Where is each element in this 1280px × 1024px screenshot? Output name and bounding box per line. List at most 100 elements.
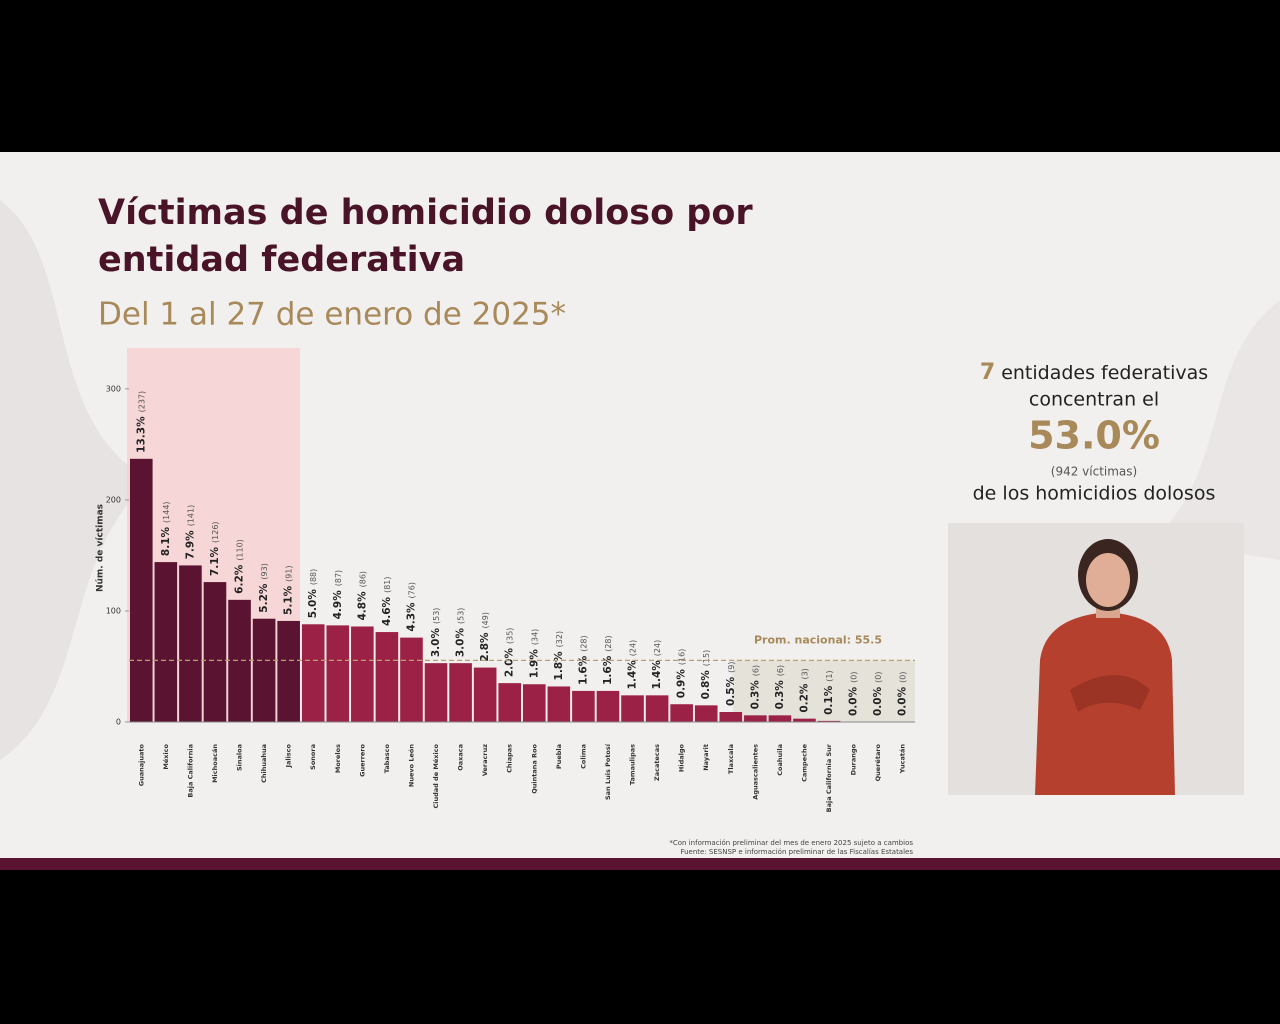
count-label: (53)	[456, 608, 465, 624]
x-tick-label: Tabasco	[383, 743, 391, 773]
x-tick-label: Campeche	[800, 743, 808, 781]
x-tick-label: Guerrero	[358, 743, 366, 776]
data-label: 1.4% (24)	[651, 640, 663, 690]
share-label: 2.0%	[504, 648, 516, 678]
data-label: 2.0% (35)	[504, 628, 516, 678]
bar	[572, 690, 595, 722]
count-label: (28)	[579, 635, 588, 651]
x-tick-label: Chihuahua	[260, 744, 268, 783]
x-tick-label: Michoacán	[211, 744, 219, 783]
share-label: 0.9%	[676, 669, 688, 699]
share-label: 1.6%	[602, 655, 614, 685]
count-label: (34)	[530, 629, 539, 645]
data-label: 1.6% (28)	[602, 635, 614, 685]
share-label: 4.3%	[405, 602, 417, 632]
footnote: *Con información preliminar del mes de e…	[669, 839, 913, 847]
share-label: 0.2%	[798, 683, 810, 713]
bar	[596, 690, 620, 722]
data-label: 3.0% (53)	[455, 608, 467, 658]
share-label: 1.6%	[577, 655, 589, 685]
x-tick-label: Guanajuato	[137, 743, 145, 786]
bar	[547, 686, 571, 722]
share-label: 1.8%	[553, 651, 565, 681]
count-label: (24)	[628, 640, 637, 656]
count-label: (15)	[702, 650, 711, 666]
bar	[277, 620, 300, 722]
share-label: 5.1%	[283, 585, 295, 615]
data-label: 0.0% (0)	[872, 672, 884, 716]
bar	[670, 704, 693, 722]
data-label: 0.1% (1)	[823, 670, 835, 714]
x-tick-label: Veracruz	[481, 744, 489, 776]
bar	[621, 695, 644, 722]
share-label: 0.5%	[725, 676, 737, 706]
count-label: (237)	[137, 391, 146, 413]
data-label: 1.4% (24)	[627, 640, 639, 690]
x-tick-label: Puebla	[555, 744, 563, 769]
data-label: 0.0% (0)	[848, 672, 860, 716]
data-label: 2.8% (49)	[479, 612, 491, 662]
count-label: (86)	[358, 571, 367, 587]
bar	[473, 667, 497, 722]
data-label: 4.8% (86)	[356, 571, 368, 621]
count-label: (144)	[161, 501, 170, 523]
x-tick-label: Sonora	[309, 744, 317, 770]
data-label: 7.9% (141)	[184, 505, 196, 560]
count-label: (32)	[554, 631, 563, 647]
x-tick-label: Tlaxcala	[727, 744, 735, 774]
x-tick-label: Yucatán	[899, 744, 907, 775]
sidebar-line: entidades federativas	[1001, 362, 1208, 384]
data-label: 1.8% (32)	[553, 631, 565, 681]
y-tick-label: 100	[106, 606, 121, 615]
sidebar-count: 7	[980, 360, 995, 385]
bar	[768, 715, 792, 722]
count-label: (76)	[407, 582, 416, 598]
share-label: 3.0%	[430, 628, 442, 658]
data-label: 0.5% (9)	[725, 662, 737, 706]
x-tick-label: Morelos	[334, 744, 342, 773]
count-label: (35)	[505, 628, 514, 644]
bar	[449, 663, 472, 722]
count-label: (81)	[382, 577, 391, 593]
x-tick-label: Tamaulipas	[629, 744, 637, 785]
share-label: 0.0%	[872, 686, 884, 716]
footnote: Fuente: SESNSP e información preliminar …	[680, 848, 913, 856]
chart-subtitle: Del 1 al 27 de enero de 2025*	[98, 297, 566, 333]
data-label: 5.2% (93)	[258, 563, 270, 613]
share-label: 1.9%	[528, 649, 540, 679]
share-label: 2.8%	[479, 632, 491, 662]
data-label: 7.1% (126)	[209, 521, 221, 576]
y-tick-label: 300	[106, 384, 121, 393]
share-label: 3.0%	[455, 628, 467, 658]
data-label: 13.3% (237)	[135, 391, 147, 453]
y-tick-label: 200	[106, 495, 121, 504]
share-label: 1.4%	[627, 660, 639, 690]
x-tick-label: Querétaro	[874, 743, 882, 781]
x-tick-label: Colima	[579, 744, 587, 769]
data-label: 0.9% (16)	[676, 649, 688, 699]
count-label: (126)	[210, 521, 219, 543]
share-label: 7.1%	[209, 546, 221, 576]
x-tick-label: Hidalgo	[678, 743, 686, 772]
share-label: 1.4%	[651, 660, 663, 690]
count-label: (16)	[677, 649, 686, 665]
bar	[154, 562, 178, 722]
y-tick-label: 0	[116, 718, 121, 727]
share-label: 0.0%	[848, 686, 860, 716]
count-label: (110)	[235, 539, 244, 561]
x-tick-label: Oaxaca	[457, 744, 465, 771]
y-axis-label: Núm. de víctimas	[96, 504, 106, 592]
person-arms	[1070, 675, 1150, 712]
data-label: 6.2% (110)	[234, 539, 246, 594]
data-label: 0.8% (15)	[700, 650, 712, 700]
share-label: 0.3%	[749, 680, 761, 710]
count-label: (49)	[481, 612, 490, 628]
x-tick-label: Baja California Sur	[825, 743, 833, 812]
bar	[793, 718, 816, 722]
sidebar-victims: (942 víctimas)	[1051, 465, 1137, 479]
bar	[129, 458, 153, 722]
bar	[400, 637, 423, 722]
x-tick-label: Coahuila	[776, 744, 784, 776]
data-label: 3.0% (53)	[430, 608, 442, 658]
